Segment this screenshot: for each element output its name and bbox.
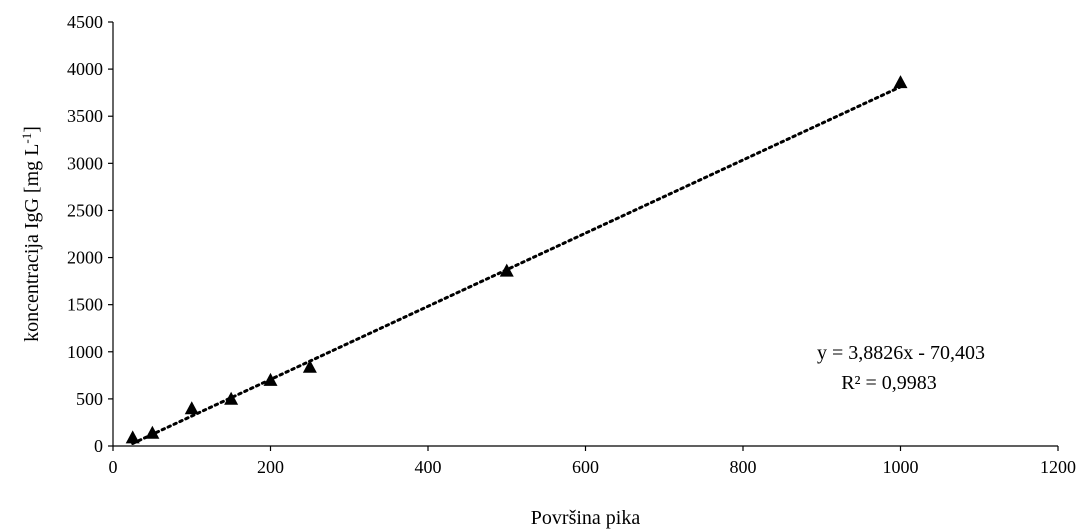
y-axis-title-close: ] (21, 126, 43, 133)
y-ticks: 0 500 1000 1500 2000 2500 3000 3500 4000 4500 (67, 12, 113, 456)
trendline-equation: y = 3,8826x - 70,403 (817, 342, 985, 364)
x-tick-label: 400 (415, 457, 442, 477)
y-tick-label: 4500 (67, 12, 103, 32)
y-axis-title-main: koncentracija IgG [mg L (21, 144, 43, 342)
y-tick-label: 3500 (67, 106, 103, 126)
y-axis-title: koncentracija IgG [mg L-1] (19, 126, 44, 342)
y-tick-label: 3000 (67, 153, 103, 173)
y-axis-title-superscript: -1 (19, 133, 34, 144)
x-ticks: 0 200 400 600 800 1000 1200 (109, 446, 1076, 477)
data-point-triangle (893, 75, 908, 89)
y-tick-label: 500 (76, 389, 103, 409)
x-tick-label: 1000 (883, 457, 919, 477)
x-axis-title: Površina pika (531, 507, 641, 529)
data-point-triangle (125, 430, 140, 444)
y-tick-label: 1000 (67, 342, 103, 362)
data-points (125, 75, 908, 444)
y-tick-label: 2000 (67, 248, 103, 268)
data-point-triangle (184, 401, 199, 415)
x-tick-label: 200 (257, 457, 284, 477)
x-tick-label: 1200 (1040, 457, 1076, 477)
y-tick-label: 1500 (67, 295, 103, 315)
x-tick-label: 0 (109, 457, 118, 477)
data-point-triangle (302, 359, 317, 373)
data-point-triangle (263, 372, 278, 386)
x-tick-label: 600 (572, 457, 599, 477)
data-point-triangle (224, 391, 239, 405)
data-point-triangle (145, 425, 160, 439)
y-tick-label: 4000 (67, 59, 103, 79)
trendline (131, 85, 902, 445)
data-point-triangle (499, 263, 514, 277)
y-tick-label: 0 (94, 436, 103, 456)
trendline-r-squared: R² = 0,9983 (841, 372, 937, 394)
x-tick-label: 800 (730, 457, 757, 477)
y-tick-label: 2500 (67, 200, 103, 220)
